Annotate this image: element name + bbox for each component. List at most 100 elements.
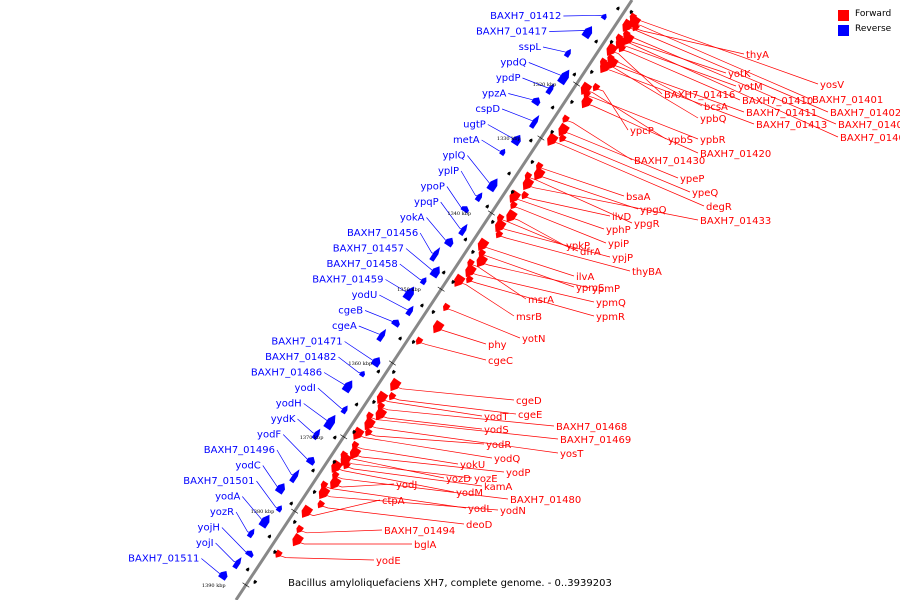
reverse-gene-label: BAXH7_01412 [490, 11, 561, 22]
legend-forward-swatch [838, 10, 849, 21]
forward-gene-feature [558, 122, 570, 137]
forward-gene-feature [466, 274, 474, 284]
tick-label: 1350 kbp [397, 287, 421, 293]
forward-gene-feature [364, 416, 376, 431]
forward-gene-label: cgeD [516, 396, 542, 407]
forward-gene-label: ypmP [592, 284, 620, 295]
forward-gene-feature [340, 452, 352, 467]
minor-feature [312, 489, 317, 494]
legend-forward: Forward [838, 9, 900, 24]
forward-gene-label: yotN [522, 334, 545, 345]
reverse-gene-feature [275, 505, 282, 513]
reverse-gene-label: yojH [198, 523, 220, 534]
forward-gene-label: ypeP [680, 174, 704, 185]
minor-feature [491, 219, 495, 224]
reverse-gene-feature [258, 514, 270, 529]
forward-gene-label: ypmS [576, 283, 604, 294]
minor-feature [332, 435, 337, 440]
minor-feature [507, 171, 511, 176]
forward-gene-feature [547, 132, 559, 146]
reverse-gene-feature [486, 178, 498, 193]
reverse-gene-feature [458, 223, 468, 237]
forward-gene-label: thyA [746, 50, 769, 61]
forward-gene-feature [522, 176, 535, 191]
reverse-gene-connector [563, 14, 605, 17]
reverse-gene-connector [317, 387, 346, 410]
forward-gene-feature [353, 426, 365, 440]
reverse-gene-label: yozR [210, 507, 234, 518]
forward-gene-connector [420, 342, 487, 361]
reverse-gene-label: BAXH7_01457 [333, 244, 404, 255]
reverse-gene-label: yodA [215, 492, 240, 503]
reverse-gene-feature [460, 206, 469, 214]
tick-mark [242, 582, 250, 588]
genome-caption: Bacillus amyloliquefaciens XH7, complete… [288, 578, 612, 589]
forward-gene-feature [506, 209, 518, 223]
forward-gene-connector [369, 433, 485, 445]
reverse-gene-label: BAXH7_01482 [265, 352, 336, 363]
legend: Forward Reverse [838, 9, 900, 39]
forward-gene-feature [632, 22, 640, 32]
minor-feature [392, 369, 396, 374]
forward-gene-label: degR [706, 202, 732, 213]
forward-gene-feature [618, 43, 626, 53]
forward-gene-label: bcsA [704, 102, 728, 113]
reverse-gene-connector [201, 558, 224, 576]
forward-gene-label: msrB [516, 312, 542, 323]
reverse-gene-feature [529, 115, 540, 129]
forward-gene-feature [301, 504, 314, 518]
forward-gene-feature [521, 190, 529, 200]
reverse-gene-label: yodC [235, 461, 260, 472]
minor-feature [354, 402, 359, 407]
forward-gene-label: BAXH7_01408 [840, 133, 900, 144]
forward-gene-feature [343, 460, 351, 470]
forward-gene-connector [298, 541, 412, 545]
forward-gene-label: yodJ [396, 480, 417, 491]
reverse-gene-connector [528, 62, 565, 77]
reverse-gene-feature [323, 414, 336, 431]
forward-gene-label: yodE [376, 556, 401, 567]
forward-gene-label: ypeQ [692, 188, 718, 199]
reverse-gene-label: ypoP [420, 182, 444, 193]
forward-gene-label: ctpA [382, 496, 405, 507]
reverse-gene-feature [359, 371, 365, 378]
minor-feature [550, 129, 555, 134]
reverse-gene-label: BAXH7_01459 [312, 275, 383, 286]
reverse-gene-feature [405, 305, 414, 317]
reverse-gene-label: BAXH7_01417 [476, 27, 547, 38]
forward-gene-label: thyBA [632, 267, 662, 278]
reverse-gene-feature [557, 69, 570, 86]
reverse-gene-feature [391, 319, 400, 328]
forward-gene-connector [482, 262, 591, 289]
forward-gene-connector [483, 246, 575, 277]
reverse-gene-label: BAXH7_01511 [128, 554, 199, 565]
minor-feature [311, 468, 315, 473]
forward-gene-label: yodS [484, 425, 509, 436]
forward-gene-label: yotK [728, 69, 751, 80]
forward-gene-connector [622, 49, 741, 101]
forward-gene-connector [335, 483, 395, 488]
forward-gene-feature [376, 390, 389, 404]
forward-gene-feature [581, 95, 593, 109]
reverse-gene-feature [600, 13, 607, 21]
tick-label: 1330 kbp [497, 136, 521, 142]
forward-gene-connector [482, 254, 575, 288]
forward-gene-connector [586, 90, 667, 140]
features-layer [218, 6, 642, 584]
tick-mark [340, 434, 348, 440]
minor-feature [372, 399, 376, 404]
forward-gene-label: kamA [484, 482, 512, 493]
reverse-gene-feature [531, 97, 541, 107]
tick-label: 1370 kbp [300, 435, 324, 441]
minor-feature [332, 459, 337, 464]
reverse-gene-label: cspD [475, 104, 500, 115]
forward-gene-label: ypkP [566, 241, 590, 252]
forward-gene-label: BAXH7_01430 [634, 156, 705, 167]
genome-backbone [234, 0, 634, 600]
forward-gene-feature [375, 407, 388, 421]
forward-gene-feature [415, 336, 424, 345]
reverse-gene-feature [402, 286, 415, 302]
reverse-gene-label: BAXH7_01456 [347, 228, 418, 239]
forward-gene-feature [495, 218, 507, 233]
